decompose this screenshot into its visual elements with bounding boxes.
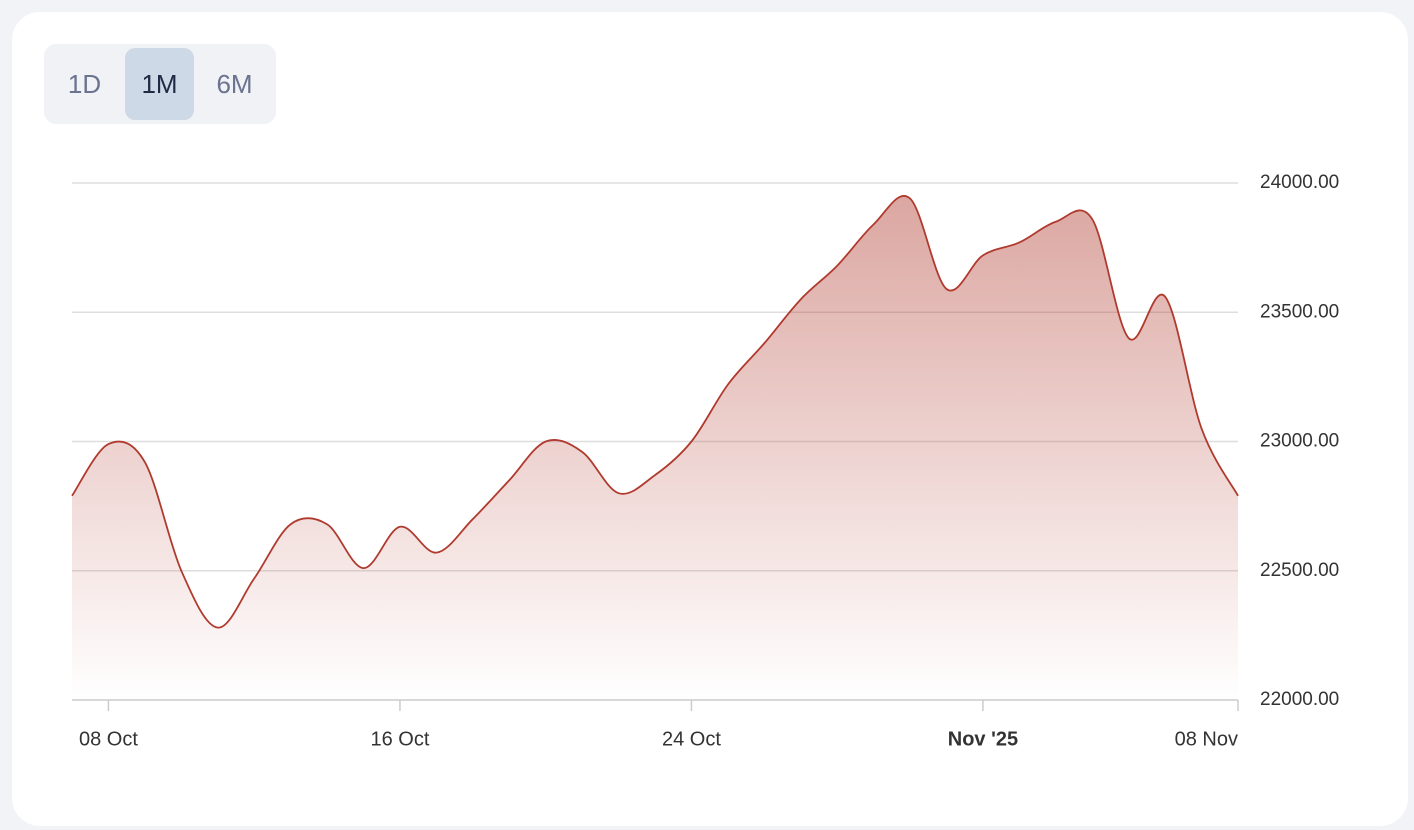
range-button[interactable]: 6M [216, 68, 253, 99]
y-tick-label: 22000.00 [1260, 689, 1339, 710]
chart: 22000.00 22500.00 23000.00 23500.00 24000.00… [71, 172, 1339, 750]
range-selector: 1D 1M 6M [44, 44, 276, 124]
y-tick-label: 24000.00 [1260, 172, 1339, 193]
price-line [71, 195, 1239, 629]
area-fill [72, 195, 1238, 700]
y-tick-label: 22500.00 [1260, 560, 1339, 581]
x-tick-label: 16 Oct [370, 728, 429, 750]
x-tick-label: Nov '25 [948, 728, 1018, 750]
range-button[interactable]: 1D [67, 68, 102, 99]
x-tick-label: 08 Oct [79, 728, 138, 750]
range-button[interactable]: 1M [125, 48, 194, 120]
card: 1D 1M 6M 22000.00 22500.00 23000.00 23500.00 2… [12, 12, 1408, 826]
y-tick-label: 23500.00 [1260, 301, 1339, 322]
x-tick-label: 24 Oct [662, 728, 721, 750]
x-tick-label: 08 Nov [1175, 728, 1238, 750]
y-tick-label: 23000.00 [1260, 431, 1339, 452]
